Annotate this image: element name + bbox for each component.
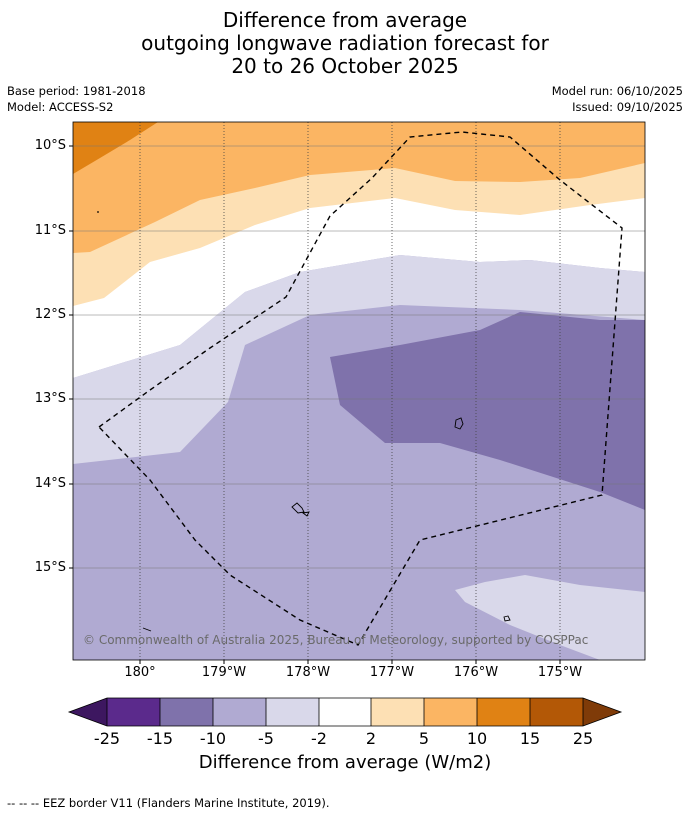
lat-label: 11°S (34, 223, 66, 238)
model-run: Model run: 06/10/2025 (551, 84, 683, 98)
lat-label: 13°S (34, 391, 66, 406)
colorbar-tick-label: -5 (258, 729, 274, 748)
colorbar-tick-label: 5 (418, 729, 430, 748)
copyright-notice: © Commonwealth of Australia 2025, Bureau… (83, 633, 589, 647)
colorbar-bin-n2-5 (266, 698, 319, 726)
island-outline (291, 502, 305, 514)
lon-label: 180° (124, 665, 156, 680)
title-line-3: 20 to 26 October 2025 (231, 54, 459, 78)
colorbar-bin-n5-10 (213, 698, 266, 726)
colorbar-extend-high (583, 698, 621, 726)
island-dot (97, 211, 99, 213)
colorbar-title: Difference from average (W/m2) (198, 752, 492, 773)
zone-minus-10-to-15 (330, 312, 645, 510)
colorbar-bin-neutral (319, 698, 371, 726)
zone-plus-10-to-15 (73, 122, 158, 174)
colorbar-tick-label: -15 (146, 729, 174, 748)
colorbar (67, 697, 623, 727)
zone-plus-5-to-10 (73, 122, 645, 253)
colorbar-tick-label: -25 (93, 729, 121, 748)
colorbar-bin-p10-15 (477, 698, 530, 726)
colorbar-tick-label: 2 (365, 729, 377, 748)
colorbar-tick-label: -2 (311, 729, 327, 748)
colorbar-tick-label: 15 (519, 729, 541, 748)
model-name: Model: ACCESS-S2 (7, 100, 114, 114)
colorbar-extend-low (69, 698, 107, 726)
lon-label: 177°W (369, 665, 415, 680)
lat-label: 12°S (34, 307, 66, 322)
island-outline (142, 627, 152, 632)
colorbar-bin-n10-15 (160, 698, 213, 726)
island-outline (301, 511, 310, 517)
title-line-1: Difference from average (222, 8, 468, 32)
eez-border (97, 131, 623, 646)
eez-footnote: -- -- -- EEZ border V11 (Flanders Marine… (7, 796, 330, 810)
lat-label: 14°S (34, 476, 66, 491)
island-outline (503, 615, 511, 622)
colorbar-bin-p2-5 (371, 698, 424, 726)
colorbar-bin-p5-10 (424, 698, 477, 726)
zone-minus-2-to-5-south (455, 575, 645, 660)
anomaly-field (73, 122, 645, 660)
title-line-2: outgoing longwave radiation forecast for (141, 31, 549, 55)
grid (73, 122, 645, 660)
lon-label: 176°W (453, 665, 499, 680)
colorbar-tick-label: 10 (466, 729, 488, 748)
lon-label: 175°W (537, 665, 583, 680)
zone-minus-2-to-5 (73, 255, 645, 464)
colorbar-tick-label: 25 (572, 729, 594, 748)
issued-date: Issued: 09/10/2025 (572, 100, 683, 114)
lat-label: 15°S (34, 560, 66, 575)
lat-label: 10°S (34, 138, 66, 153)
islands (97, 211, 511, 632)
lon-label: 178°W (285, 665, 331, 680)
lon-label: 179°W (201, 665, 247, 680)
colorbar-tick-label: -10 (199, 729, 227, 748)
map-ticks (69, 145, 561, 664)
colorbar-bin-p15-25 (530, 698, 583, 726)
base-period: Base period: 1981-2018 (7, 84, 146, 98)
map-frame (72, 121, 646, 661)
island-outline (454, 417, 464, 430)
colorbar-bin-n15-25 (107, 698, 160, 726)
